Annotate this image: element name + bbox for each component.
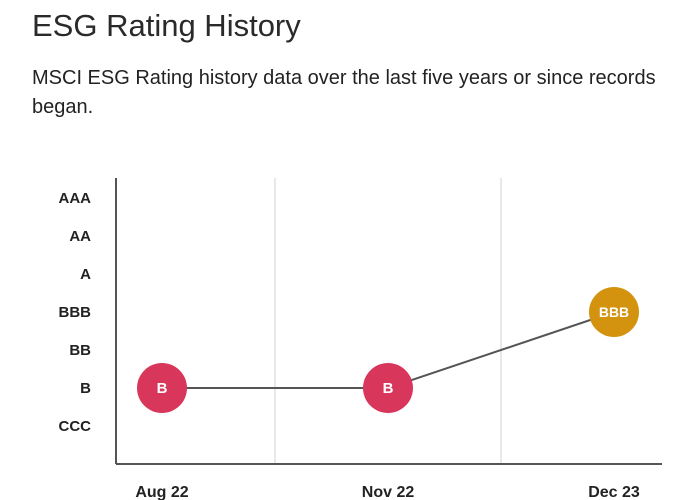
x-tick-label-3: Dec 23 <box>588 484 640 500</box>
axes <box>115 178 662 465</box>
y-tick-label-a: A <box>80 266 91 283</box>
x-tick-label-1: Aug 22 <box>135 484 188 500</box>
y-tick-label-b: B <box>80 380 91 397</box>
y-tick-label-bbb: BBB <box>59 304 92 321</box>
y-tick-label-aaa: AAA <box>59 190 92 207</box>
page-subtitle: MSCI ESG Rating history data over the la… <box>32 67 656 118</box>
series-line <box>162 311 615 389</box>
y-tick-label-aa: AA <box>69 228 91 245</box>
rating-marker-circle <box>363 363 413 413</box>
rating-marker-label: BBB <box>599 304 629 320</box>
rating-marker-1: B <box>137 363 187 413</box>
rating-marker-2: B <box>363 363 413 413</box>
rating-marker-circle <box>589 287 639 337</box>
gridlines <box>274 178 502 464</box>
page-title: ESG Rating History <box>32 8 301 43</box>
rating-marker-label: B <box>383 380 394 397</box>
rating-marker-circle <box>137 363 187 413</box>
series-segment-2 <box>387 311 615 389</box>
y-tick-label-bb: BB <box>69 342 91 359</box>
x-tick-label-2: Nov 22 <box>362 484 415 500</box>
y-tick-label-ccc: CCC <box>59 418 92 435</box>
x-axis-ticks: Aug 22 Nov 22 Dec 23 <box>135 484 640 500</box>
rating-marker-3: BBB <box>589 287 639 337</box>
rating-marker-label: B <box>157 380 168 397</box>
